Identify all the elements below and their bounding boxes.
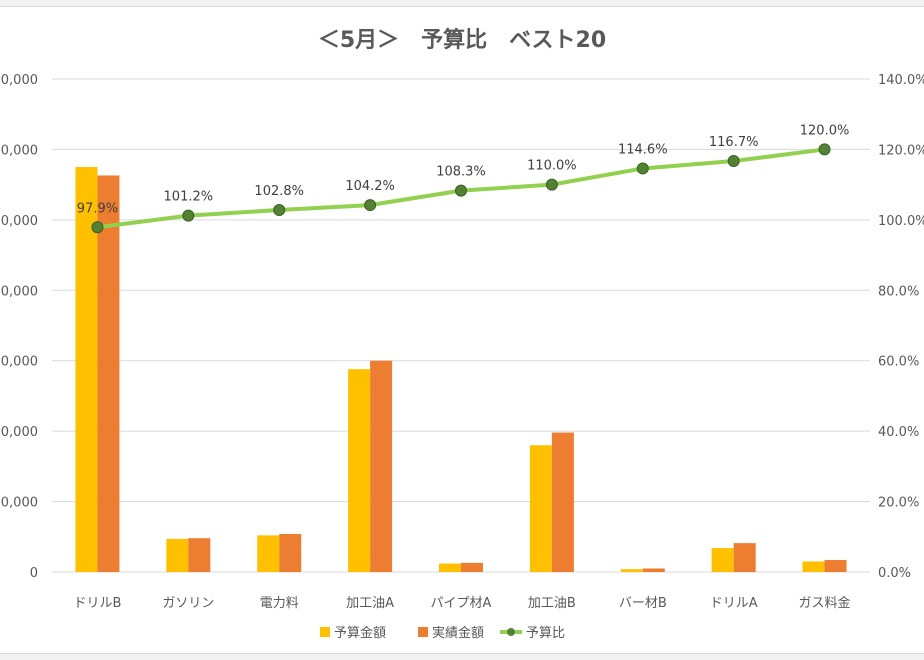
category-label: ドリルB (73, 596, 121, 611)
bar-actual (733, 543, 756, 572)
ratio-marker (727, 155, 740, 168)
ratio-marker (636, 162, 649, 175)
bar-actual (97, 175, 120, 573)
right-tick-label: 20.0% (878, 496, 919, 511)
ratio-marker (818, 143, 831, 156)
left-tick-label: 0 (30, 566, 38, 581)
data-labels: 97.9% 101.2% 102.8% 104.2% 108.3% 110.0% 114.6… (77, 123, 850, 216)
bar-actual (370, 360, 393, 572)
left-tick-label: 00,000 (0, 355, 38, 370)
ratio-marker (182, 209, 195, 222)
category-label: パイプ材A (431, 596, 492, 611)
chart-area: ＜5月＞ 予算比 ベスト20 97.9% 101.2% 102.8% 104.2% 10… (0, 6, 924, 654)
legend-marker (507, 628, 515, 636)
ratio-data-label: 101.2% (164, 190, 214, 205)
bar-actual (279, 533, 302, 572)
left-tick-label: 00,000 (0, 143, 38, 158)
legend-swatch (418, 627, 428, 637)
legend-swatch (320, 627, 330, 637)
bar-series (75, 167, 847, 573)
right-tick-label: 60.0% (878, 355, 919, 370)
ratio-data-label: 114.6% (618, 142, 668, 157)
ratio-data-label: 104.2% (345, 179, 395, 194)
category-label: 加工油A (346, 596, 394, 611)
bar-budget (711, 548, 734, 572)
legend: 予算金額 実績金額 予算比 (320, 625, 565, 641)
bar-budget (348, 369, 371, 572)
legend-label: 予算金額 (334, 625, 386, 641)
right-tick-label: 80.0% (878, 284, 919, 299)
bar-budget (529, 445, 552, 572)
legend-label: 予算比 (526, 626, 565, 641)
bar-actual (824, 560, 847, 572)
left-tick-label: 00,000 (0, 214, 38, 229)
left-tick-label: 00,000 (0, 73, 38, 88)
right-tick-label: 140.0% (878, 73, 924, 88)
bar-budget (166, 538, 189, 572)
right-tick-label: 120.0% (878, 143, 924, 158)
ratio-data-label: 102.8% (254, 184, 304, 199)
chart-title: ＜5月＞ 予算比 ベスト20 (318, 27, 606, 53)
category-label: バー材B (619, 596, 667, 611)
category-label: ガス料金 (799, 595, 851, 611)
left-tick-label: 00,000 (0, 284, 38, 299)
bar-budget (257, 535, 280, 572)
bar-actual (188, 538, 211, 572)
ratio-data-label: 108.3% (436, 165, 486, 180)
left-tick-label: 00,000 (0, 496, 38, 511)
bar-budget (620, 569, 643, 572)
bar-actual (461, 562, 483, 572)
bar-actual (642, 568, 665, 572)
gridlines (52, 78, 870, 573)
axis-labels: 0 00,000 00,000 00,000 00,000 00,000 00,000 00,… (0, 73, 924, 611)
ratio-marker (91, 221, 104, 234)
ratio-marker (364, 199, 377, 212)
ratio-marker (545, 178, 558, 191)
bar-budget (439, 563, 461, 572)
right-tick-label: 100.0% (878, 214, 924, 229)
left-tick-label: 00,000 (0, 425, 38, 440)
legend-label: 実績金額 (432, 625, 484, 641)
right-tick-label: 0.0% (878, 566, 911, 581)
category-label: ガソリン (162, 596, 214, 611)
category-label: 電力料 (260, 596, 299, 611)
chart-svg: ＜5月＞ 予算比 ベスト20 97.9% 101.2% 102.8% 104.2% 10… (0, 27, 924, 641)
ratio-data-label: 116.7% (709, 135, 759, 150)
ratio-marker (273, 203, 286, 216)
ratio-marker (455, 184, 467, 197)
line-series (91, 143, 831, 234)
ratio-data-label: 110.0% (527, 159, 577, 174)
bar-actual (551, 432, 574, 572)
right-tick-label: 40.0% (878, 425, 919, 440)
bar-budget (802, 561, 825, 572)
bar-budget (75, 167, 98, 573)
ratio-data-label: 97.9% (77, 201, 118, 216)
category-label: 加工油B (528, 596, 576, 611)
category-label: ドリルA (710, 596, 758, 611)
ratio-data-label: 120.0% (800, 123, 850, 138)
